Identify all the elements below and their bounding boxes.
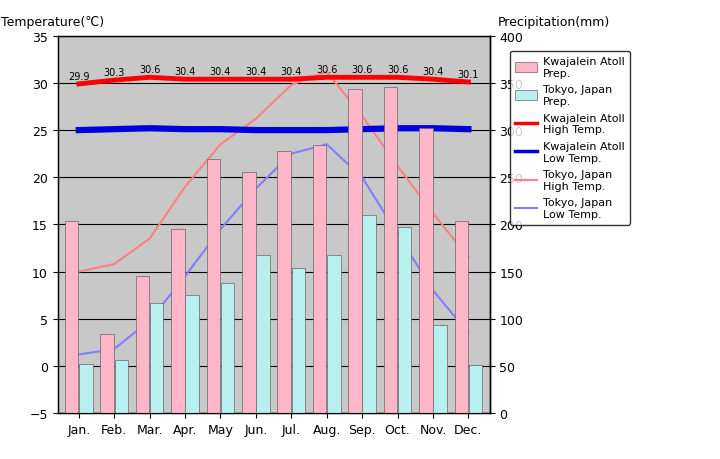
- Text: 30.6: 30.6: [139, 65, 161, 75]
- Text: 29.9: 29.9: [68, 72, 89, 81]
- Text: 30.6: 30.6: [387, 65, 408, 75]
- Bar: [207, 160, 220, 413]
- Text: 30.3: 30.3: [104, 67, 125, 78]
- Bar: [327, 255, 341, 413]
- Text: 30.4: 30.4: [246, 67, 266, 77]
- Bar: [277, 151, 291, 413]
- Bar: [398, 228, 411, 413]
- Text: Temperature(℃): Temperature(℃): [1, 16, 104, 29]
- Text: 30.4: 30.4: [281, 67, 302, 77]
- Bar: [171, 230, 185, 413]
- Bar: [150, 303, 163, 413]
- Bar: [256, 255, 270, 413]
- Bar: [242, 172, 256, 413]
- Bar: [101, 334, 114, 413]
- Legend: Kwajalein Atoll
Prep., Tokyo, Japan
Prep., Kwajalein Atoll
High Temp., Kwajalein: Kwajalein Atoll Prep., Tokyo, Japan Prep…: [510, 51, 630, 225]
- Bar: [79, 364, 93, 413]
- Text: 30.6: 30.6: [351, 65, 373, 75]
- Bar: [362, 215, 376, 413]
- Bar: [454, 221, 468, 413]
- Bar: [419, 129, 433, 413]
- Text: 30.4: 30.4: [174, 67, 196, 77]
- Text: 30.4: 30.4: [210, 67, 231, 77]
- Bar: [469, 365, 482, 413]
- Text: 30.6: 30.6: [316, 65, 338, 75]
- Bar: [348, 90, 361, 413]
- Text: 30.4: 30.4: [422, 67, 444, 77]
- Text: Precipitation(mm): Precipitation(mm): [498, 16, 611, 29]
- Bar: [292, 268, 305, 413]
- Bar: [313, 146, 326, 413]
- Bar: [221, 283, 234, 413]
- Bar: [65, 221, 78, 413]
- Bar: [186, 296, 199, 413]
- Text: 30.1: 30.1: [458, 70, 479, 79]
- Bar: [384, 88, 397, 413]
- Bar: [433, 325, 446, 413]
- Bar: [114, 360, 128, 413]
- Bar: [136, 277, 149, 413]
